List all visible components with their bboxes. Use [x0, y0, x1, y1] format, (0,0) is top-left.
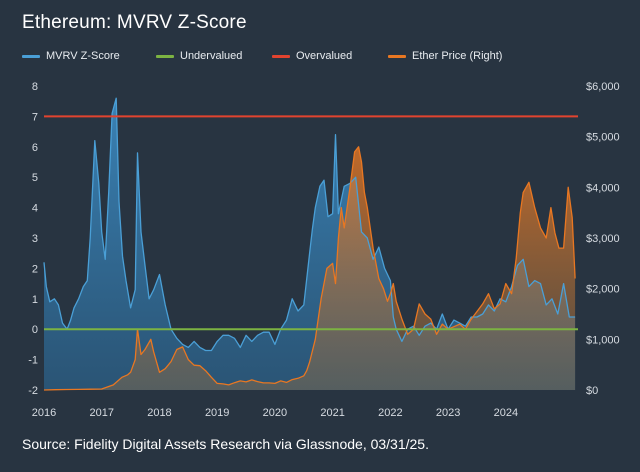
zscore-area — [44, 98, 576, 390]
x-tick-label: 2019 — [205, 407, 229, 419]
right-tick-label: $3,000 — [586, 233, 620, 245]
right-tick-label: $2,000 — [586, 284, 620, 296]
legend-swatch-price — [388, 54, 406, 58]
chart-title: Ethereum: MVRV Z-Score — [22, 12, 247, 33]
right-tick-label: $1,000 — [586, 334, 620, 346]
x-tick-label: 2018 — [147, 407, 171, 419]
left-tick-label: 7 — [32, 111, 38, 123]
price-line — [43, 146, 576, 391]
left-tick-label: -1 — [28, 355, 38, 367]
series-layer — [43, 97, 576, 391]
legend-item-overvalued: Overvalued — [272, 50, 352, 62]
x-tick-label: 2021 — [320, 407, 344, 419]
right-tick-label: $0 — [586, 385, 598, 397]
legend-swatch-zscore — [22, 54, 40, 58]
left-tick-label: 4 — [32, 203, 38, 215]
right-tick-label: $6,000 — [586, 81, 620, 93]
x-tick-label: 2016 — [32, 407, 56, 419]
right-tick-label: $5,000 — [586, 132, 620, 144]
x-tick-label: 2020 — [263, 407, 287, 419]
left-tick-label: 5 — [32, 172, 38, 184]
x-tick-label: 2017 — [89, 407, 113, 419]
right-axis: $0 $1,000 $2,000 $3,000 $4,000 $5,000 $6,000 — [586, 81, 620, 397]
source-note: Source: Fidelity Digital Assets Research… — [22, 436, 429, 452]
left-tick-label: 8 — [32, 81, 38, 93]
left-axis: -2 -1 0 1 2 3 4 5 6 7 8 — [28, 81, 38, 397]
legend-label-undervalued: Undervalued — [180, 50, 243, 62]
legend-item-undervalued: Undervalued — [156, 50, 242, 62]
left-tick-label: 0 — [32, 324, 38, 336]
legend-swatch-undervalued — [156, 54, 174, 58]
left-tick-label: -2 — [28, 385, 38, 397]
legend-label-price: Ether Price (Right) — [412, 50, 503, 62]
left-tick-label: 1 — [32, 294, 38, 306]
legend-swatch-overvalued — [272, 54, 290, 58]
x-tick-label: 2024 — [494, 407, 518, 419]
legend-label-zscore: MVRV Z-Score — [46, 50, 120, 62]
x-tick-label: 2022 — [378, 407, 402, 419]
left-tick-label: 3 — [32, 233, 38, 245]
legend-item-zscore: MVRV Z-Score — [22, 50, 120, 62]
right-tick-label: $4,000 — [586, 182, 620, 194]
x-axis: 2016 2017 2018 2019 2020 2021 2022 2023 2024 — [32, 407, 518, 419]
legend: MVRV Z-Score Undervalued Overvalued Ethe… — [22, 50, 622, 66]
x-tick-label: 2023 — [436, 407, 460, 419]
threshold-layer — [44, 115, 578, 331]
left-tick-label: 2 — [32, 263, 38, 275]
left-tick-label: 6 — [32, 142, 38, 154]
legend-item-price: Ether Price (Right) — [388, 50, 502, 62]
legend-label-overvalued: Overvalued — [296, 50, 353, 62]
